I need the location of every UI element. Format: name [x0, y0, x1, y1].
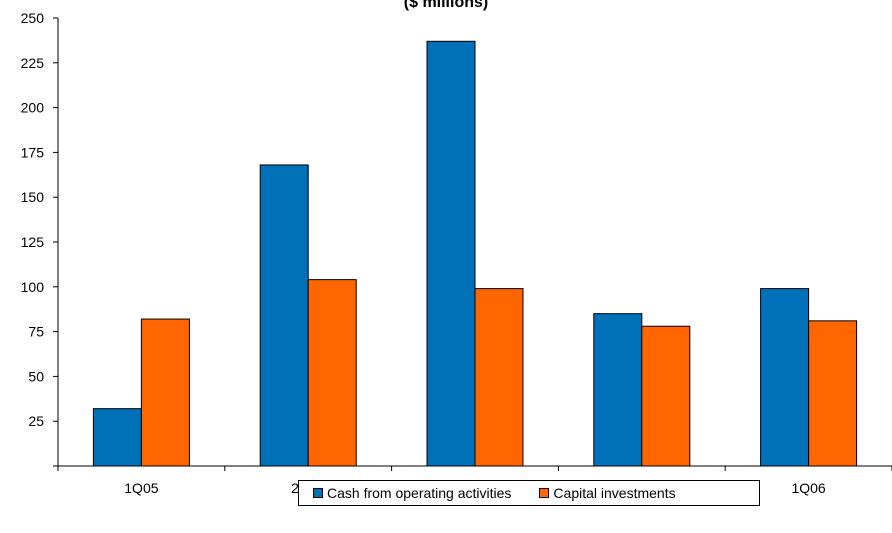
- legend-item-capital: Capital investments: [539, 485, 676, 501]
- legend-item-cash: Cash from operating activities: [313, 485, 511, 501]
- y-tick-label: 50: [28, 368, 44, 384]
- legend-label-cash: Cash from operating activities: [327, 485, 512, 501]
- bar-cash: [593, 313, 643, 467]
- y-tick-label: 125: [21, 234, 45, 250]
- legend-swatch-capital: [539, 488, 550, 498]
- legend-label-capital: Capital investments: [553, 485, 676, 501]
- x-tick-label: 1Q05: [124, 480, 158, 496]
- bar-capital: [808, 320, 858, 467]
- y-tick-label: 25: [28, 413, 44, 429]
- y-tick-label: 75: [28, 324, 44, 340]
- y-tick-label: 175: [21, 144, 45, 160]
- bar-capital: [307, 279, 357, 467]
- x-tick-label: 1Q06: [791, 480, 825, 496]
- bar-cash: [259, 164, 309, 467]
- bar-cash: [760, 288, 810, 467]
- y-tick-label: 225: [21, 55, 45, 71]
- bar-capital: [474, 288, 524, 467]
- y-tick-label: 250: [21, 10, 45, 26]
- bar-capital: [140, 318, 190, 467]
- bar-capital: [641, 325, 691, 467]
- bar-cash: [426, 40, 476, 467]
- y-tick-label: 200: [21, 100, 45, 116]
- y-tick-label: 100: [21, 279, 45, 295]
- y-tick-label: 150: [21, 189, 45, 205]
- chart-legend: Cash from operating activities Capital i…: [298, 480, 760, 506]
- legend-swatch-cash: [313, 488, 323, 498]
- bar-cash: [92, 408, 142, 467]
- chart-title: ($ millions): [403, 0, 489, 11]
